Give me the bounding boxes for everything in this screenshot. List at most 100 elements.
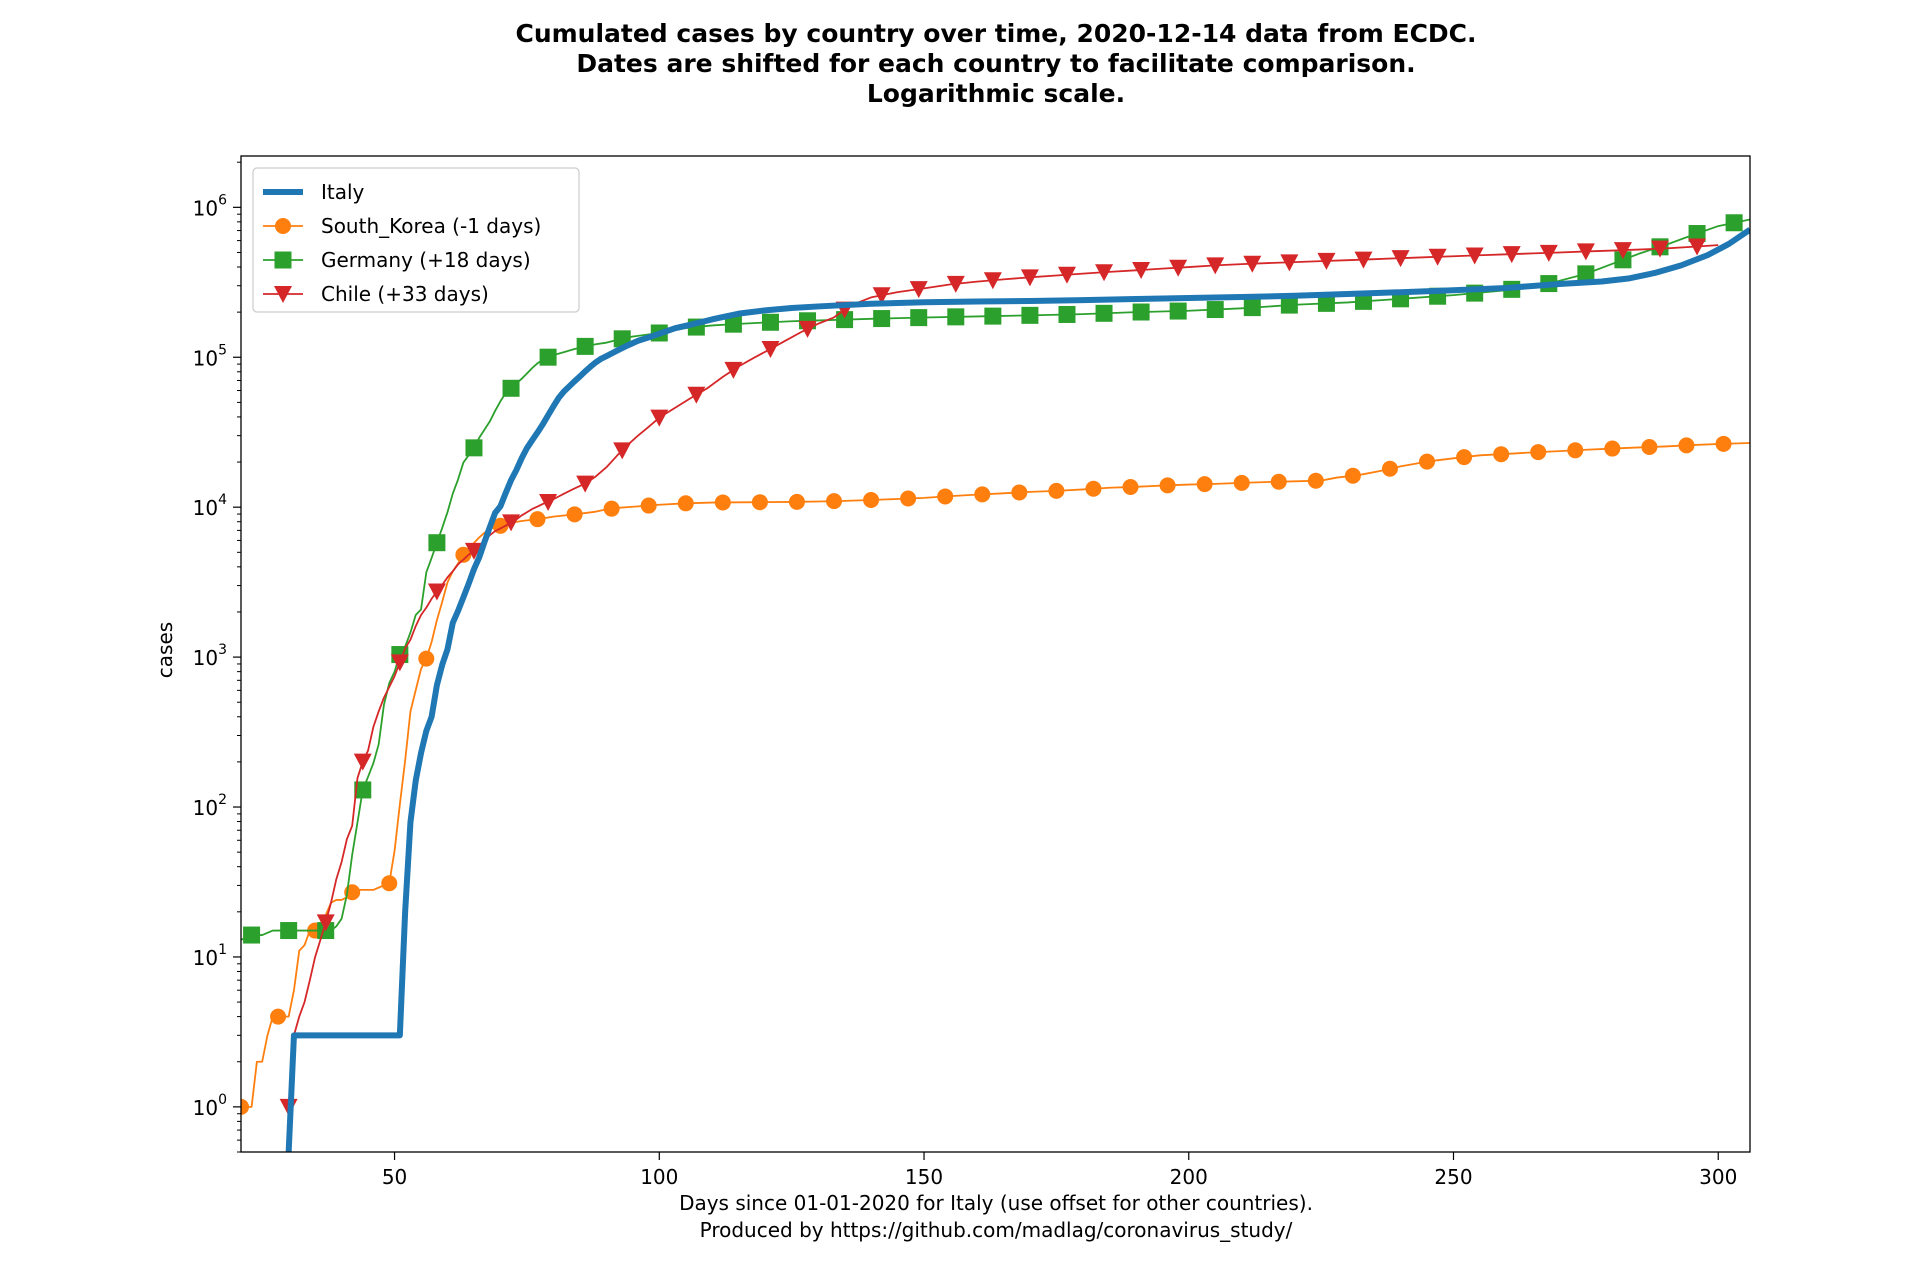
y-tick-label: 104 [193, 492, 227, 520]
series-3-marker [390, 654, 409, 672]
series-2-marker [1095, 304, 1113, 322]
chart-title-line-2: Dates are shifted for each country to fa… [576, 49, 1415, 78]
series-3-marker [761, 340, 780, 358]
series-1-marker [751, 494, 768, 511]
series-2-marker [984, 307, 1002, 325]
series-2-marker [539, 348, 557, 366]
series-0 [285, 227, 1750, 1152]
legend-item: Italy [263, 180, 365, 204]
series-1-marker [714, 494, 731, 511]
series-2-marker [354, 781, 372, 799]
series-line-0 [285, 227, 1750, 1152]
chart-title-line-3: Logarithmic scale. [867, 79, 1125, 108]
series-layer [241, 214, 1750, 1152]
series-2-marker [1021, 306, 1039, 324]
chart-title-line-1: Cumulated cases by country over time, 20… [515, 19, 1476, 48]
series-3-marker [1539, 244, 1558, 262]
series-1-marker [418, 650, 435, 667]
series-3-marker [946, 275, 965, 293]
series-1-marker [1530, 444, 1547, 461]
series-1-marker [1381, 460, 1398, 477]
series-1-marker [788, 493, 805, 510]
series-1-marker [1011, 484, 1028, 501]
legend-label: Italy [321, 180, 365, 204]
series-1-marker [1419, 453, 1436, 470]
legend-box [252, 167, 580, 313]
series-2-marker [428, 534, 446, 552]
x-tick-label: 200 [1170, 1165, 1208, 1189]
x-tick-label: 50 [382, 1165, 407, 1189]
series-1-marker [1493, 446, 1510, 463]
y-tick-label: 101 [193, 942, 227, 970]
series-3-marker [1576, 243, 1595, 261]
legend-marker [274, 286, 292, 303]
series-1-marker [1196, 476, 1213, 493]
y-tick-label: 106 [193, 192, 227, 220]
series-1-marker [1085, 480, 1102, 497]
series-3-marker [983, 272, 1002, 290]
series-1-marker [1678, 437, 1695, 454]
series-1-marker [381, 875, 398, 892]
series-1-marker [974, 486, 991, 503]
series-2-marker [873, 310, 891, 328]
y-tick-label: 102 [193, 792, 227, 820]
series-1-marker [1122, 479, 1139, 496]
x-tick-label: 250 [1434, 1165, 1472, 1189]
series-3-marker [650, 409, 669, 427]
series-1-marker [1456, 449, 1473, 466]
series-2-marker [1132, 303, 1150, 321]
series-2-marker [1577, 265, 1595, 283]
x-tick-label: 150 [905, 1165, 943, 1189]
x-tick-label: 300 [1699, 1165, 1737, 1189]
legend-item: Germany (+18 days) [263, 248, 531, 272]
series-1-marker [1307, 472, 1324, 489]
series-3-marker [1132, 261, 1151, 279]
series-3-marker [353, 753, 372, 771]
series-3-marker [1428, 248, 1447, 266]
legend-item: South_Korea (-1 days) [263, 214, 541, 238]
series-3-marker [539, 493, 558, 511]
series-3-marker [427, 583, 446, 601]
series-1-marker [937, 488, 954, 505]
series-3-marker [909, 281, 928, 299]
series-3-marker [316, 914, 335, 932]
series-2-marker [502, 379, 520, 397]
x-tick-label: 100 [640, 1165, 678, 1189]
legend-marker [275, 218, 291, 234]
series-2-marker [761, 313, 779, 331]
series-3-marker [1502, 246, 1521, 264]
series-2-marker [724, 315, 742, 333]
series-1-marker [640, 497, 657, 514]
series-1-marker [677, 495, 694, 512]
series-1-marker [1344, 467, 1361, 484]
series-3-marker [1169, 259, 1188, 277]
series-1-marker [900, 490, 917, 507]
series-3-marker [1650, 240, 1669, 258]
series-2-marker [1354, 292, 1372, 310]
series-3-marker [1354, 251, 1373, 269]
series-1-marker [1233, 474, 1250, 491]
series-1-marker [863, 492, 880, 509]
series-1-marker [1567, 442, 1584, 459]
series-1-marker [241, 1098, 249, 1115]
series-1-marker [1715, 435, 1732, 452]
series-3-marker [724, 361, 743, 379]
series-2-marker [1058, 305, 1076, 323]
series-3-marker [1688, 238, 1707, 256]
series-1-marker [1604, 440, 1621, 457]
series-2-marker [1614, 251, 1632, 269]
y-tick-label: 103 [193, 642, 227, 670]
series-3-marker [1206, 257, 1225, 275]
series-3-marker [1317, 252, 1336, 270]
series-3-marker [1020, 269, 1039, 287]
y-axis-label: cases [153, 622, 177, 678]
legend-label: Germany (+18 days) [321, 248, 531, 272]
series-1-marker [826, 493, 843, 510]
series-1-marker [603, 500, 620, 517]
series-3-marker [1391, 250, 1410, 268]
series-3-marker [1095, 264, 1114, 282]
series-3-marker [1057, 266, 1076, 284]
series-3-marker [872, 287, 891, 305]
